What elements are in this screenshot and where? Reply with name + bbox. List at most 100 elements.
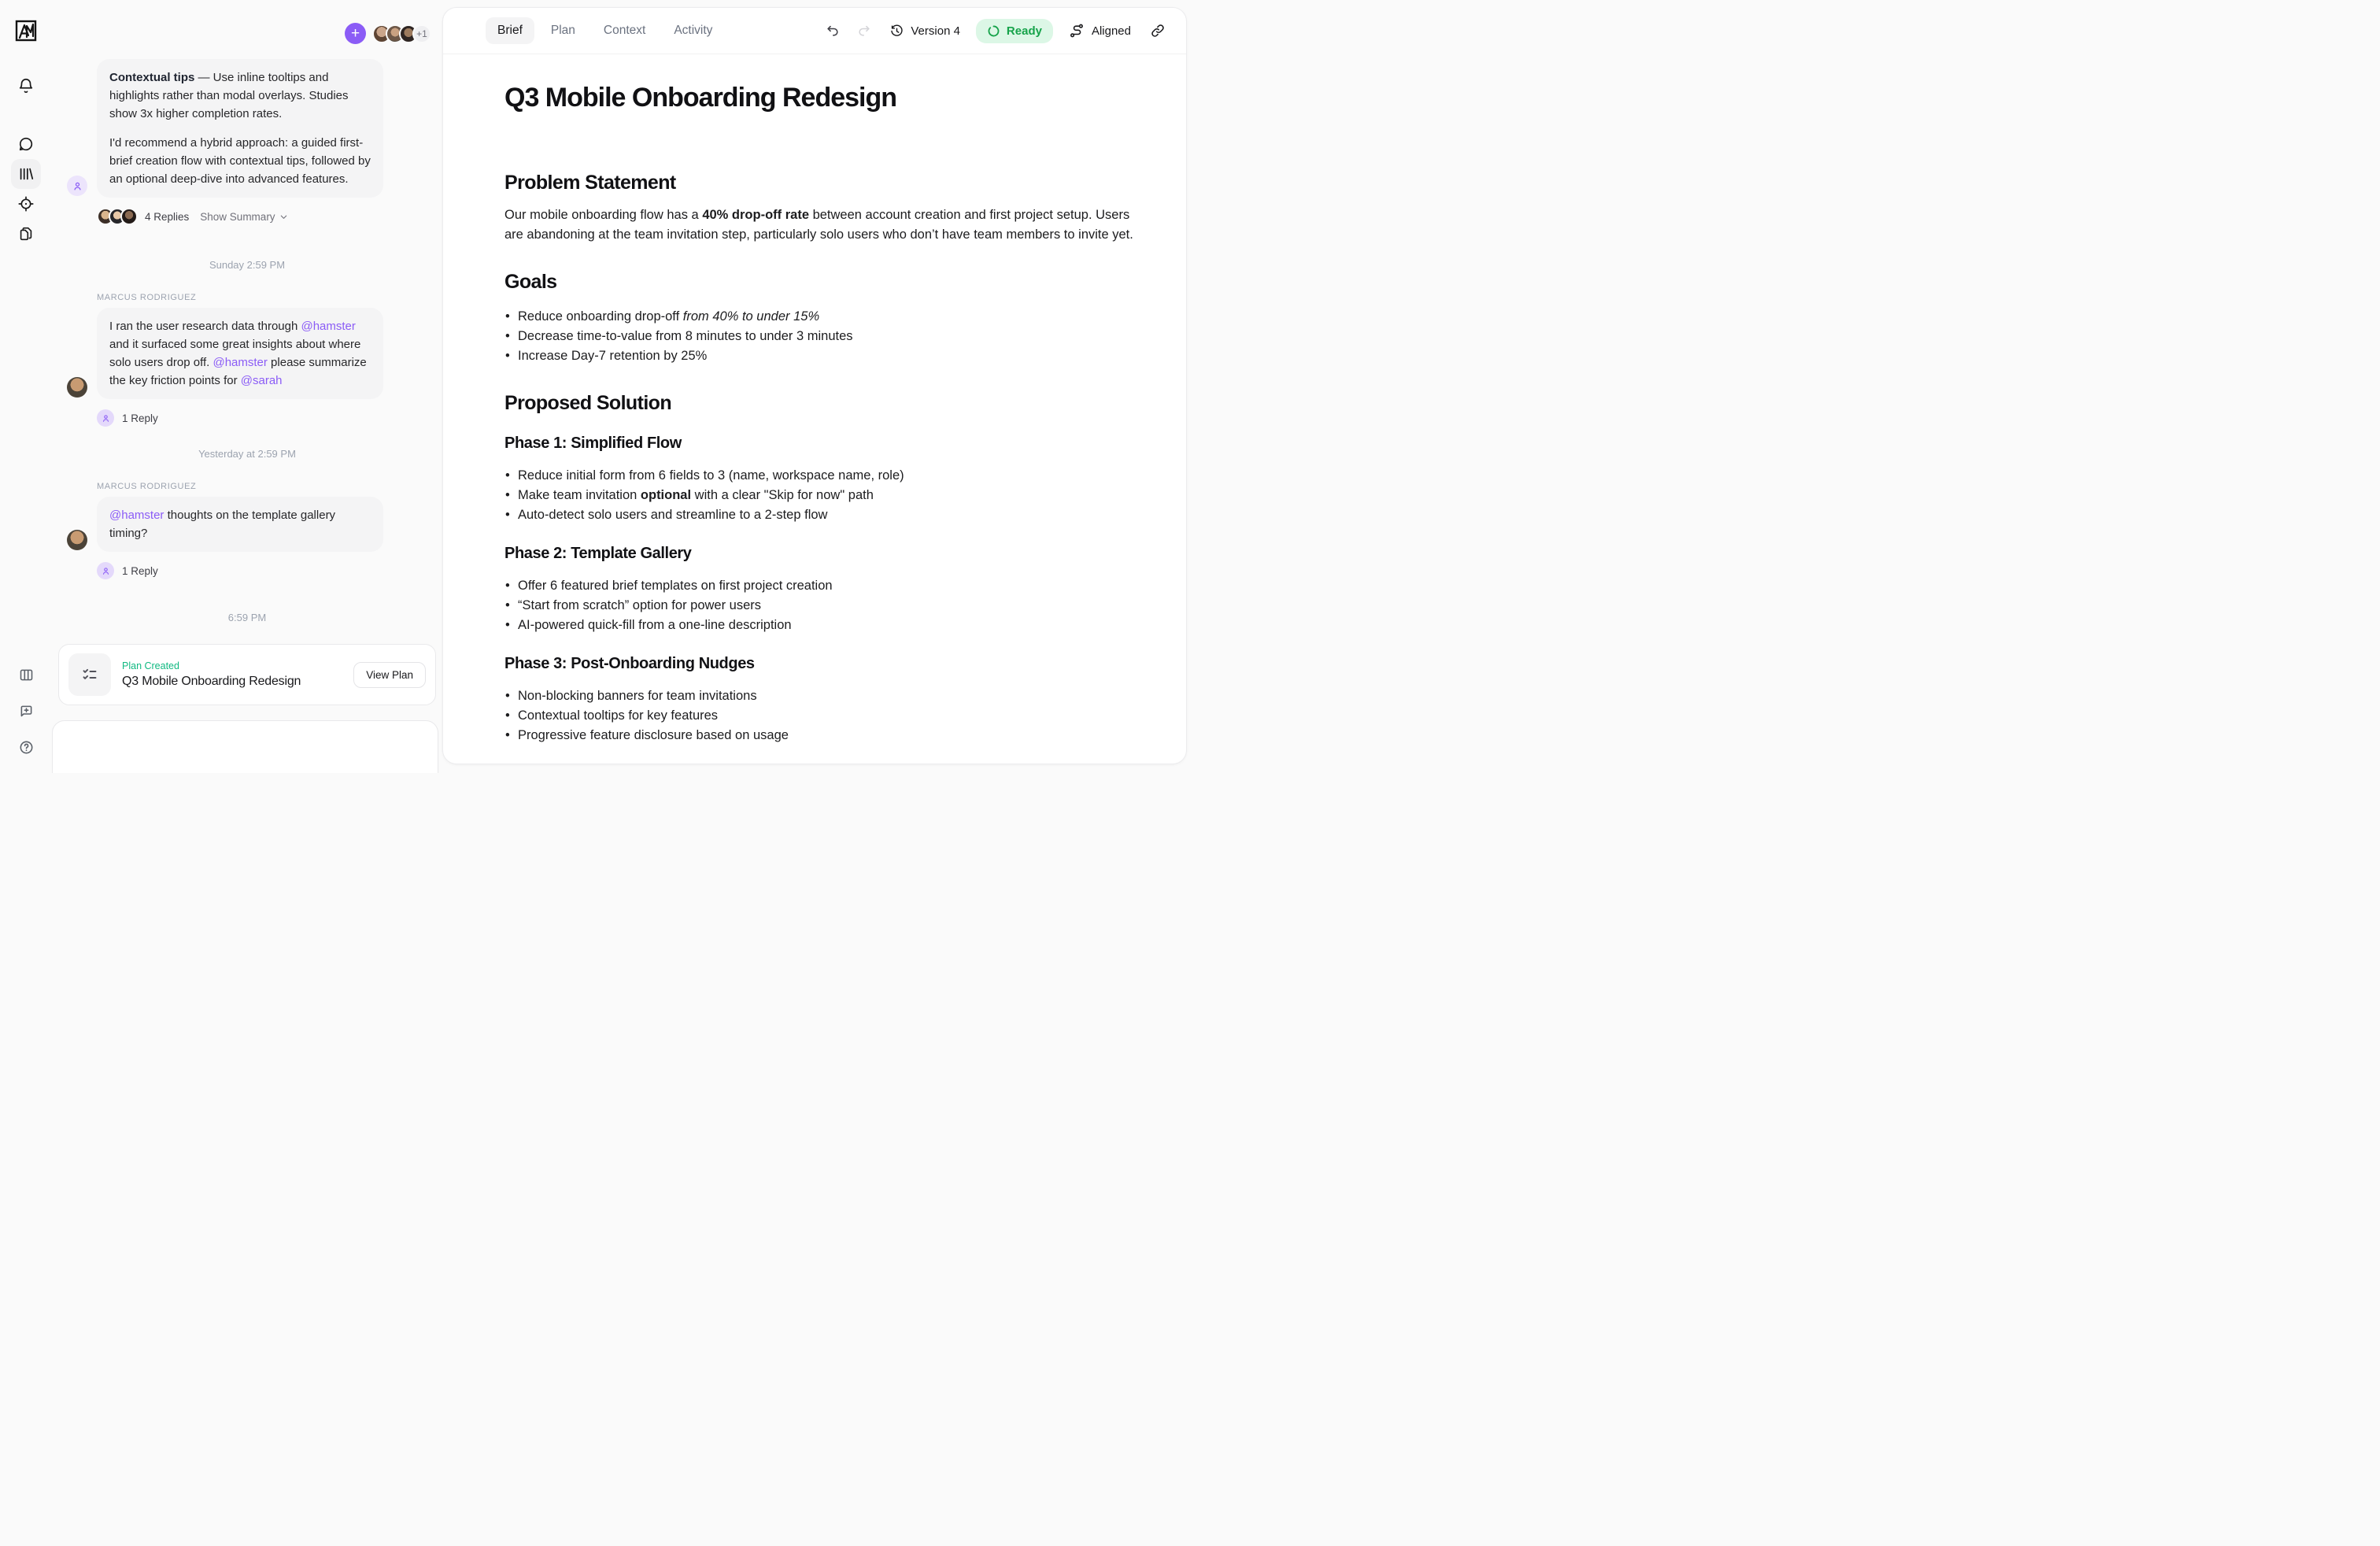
message-row: @hamster thoughts on the template galler… <box>52 497 442 552</box>
chat-bubble-icon <box>19 137 33 151</box>
section-heading: Goals <box>504 271 557 293</box>
redo-icon <box>859 25 870 36</box>
ai-avatar <box>97 562 114 579</box>
bullet-item: “Start from scratch” option for power us… <box>504 596 1142 616</box>
replies-row[interactable]: 1 Reply <box>97 409 442 427</box>
history-icon <box>891 24 903 36</box>
message-composer: + <box>52 720 438 773</box>
notifications-button[interactable] <box>11 71 41 101</box>
aligned-button[interactable]: Aligned <box>1069 23 1131 39</box>
body-paragraph: Our mobile onboarding flow has a 40% dro… <box>504 208 1133 242</box>
section-heading: Phase 1: Simplified Flow <box>504 435 682 452</box>
ai-person-icon <box>73 182 81 190</box>
message-sender-name: MARCUS RODRIGUEZ <box>97 293 197 302</box>
tab-context[interactable]: Context <box>603 24 646 37</box>
ai-avatar <box>97 409 114 427</box>
feedback-button[interactable] <box>11 696 41 726</box>
user-avatar <box>67 530 87 550</box>
bullet-list: Reduce initial form from 6 fields to 3 (… <box>504 466 1148 525</box>
monogram-icon <box>15 20 37 42</box>
message-bubble: I ran the user research data through @ha… <box>97 308 383 399</box>
undo-icon <box>827 25 838 36</box>
user-avatar <box>67 377 87 398</box>
checklist-icon <box>83 668 97 679</box>
replies-row[interactable]: 1 Reply <box>97 562 442 579</box>
plan-status-label: Plan Created <box>122 660 179 671</box>
aligned-label: Aligned <box>1091 24 1131 38</box>
message-bubble: Contextual tips — Use inline tooltips an… <box>97 59 383 198</box>
document-title: Q3 Mobile Onboarding Redesign <box>504 83 897 113</box>
bullet-item: Make team invitation optional with a cle… <box>504 486 1142 505</box>
chat-date-divider: 6:59 PM <box>227 612 267 623</box>
chat-feed: Contextual tips — Use inline tooltips an… <box>52 0 442 773</box>
plan-checklist-tile <box>68 653 111 696</box>
message-paragraph: Contextual tips — Use inline tooltips an… <box>109 71 349 120</box>
show-summary-button[interactable]: Show Summary <box>200 211 287 223</box>
mention[interactable]: @hamster <box>301 320 356 333</box>
crosshair-icon <box>18 196 34 212</box>
mention[interactable]: @hamster <box>213 356 268 369</box>
copy-link-button[interactable] <box>1150 23 1166 39</box>
section-heading: Problem Statement <box>504 172 676 194</box>
message-row: Contextual tips — Use inline tooltips an… <box>52 59 442 198</box>
composer-input[interactable] <box>64 730 427 773</box>
avatar-overflow-count[interactable]: +1 <box>412 24 431 43</box>
chevron-down-icon <box>280 215 286 219</box>
bullet-item: Auto-detect solo users and streamline to… <box>504 505 1142 525</box>
tab-plan[interactable]: Plan <box>550 24 575 37</box>
bullet-item: Reduce onboarding drop-off from 40% to u… <box>504 307 1142 327</box>
chat-date-divider: Yesterday at 2:59 PM <box>198 448 296 460</box>
avatar <box>120 208 138 225</box>
mention[interactable]: @sarah <box>240 374 283 387</box>
redo-button[interactable] <box>856 23 872 39</box>
help-button[interactable] <box>11 732 41 762</box>
target-nav-button[interactable] <box>11 189 41 219</box>
undo-button[interactable] <box>825 23 841 39</box>
message-sender-name: MARCUS RODRIGUEZ <box>97 482 197 491</box>
chat-panel: + +1 Contextual tips — Use inline toolti… <box>52 0 442 773</box>
section-heading: Proposed Solution <box>504 392 672 414</box>
message-bubble: @hamster thoughts on the template galler… <box>97 497 383 552</box>
link-icon <box>1151 24 1164 37</box>
bullet-list: Non-blocking banners for team invitation… <box>504 686 1148 745</box>
panels-toggle-button[interactable] <box>11 660 41 690</box>
spinner-icon <box>988 25 1000 36</box>
files-nav-button[interactable] <box>11 219 41 249</box>
bullet-item: Decrease time-to-value from 8 minutes to… <box>504 327 1142 346</box>
replies-count[interactable]: 1 Reply <box>122 564 158 577</box>
reply-avatars <box>97 208 138 225</box>
bullet-item: Increase Day-7 retention by 25% <box>504 346 1142 366</box>
document-header: Brief Plan Context Activity Version 4 Ready… <box>443 8 1186 54</box>
collaborator-avatars[interactable]: +1 <box>372 24 431 43</box>
bullet-list: Offer 6 featured brief templates on firs… <box>504 576 1148 635</box>
replies-row[interactable]: 4 Replies Show Summary <box>97 208 442 225</box>
add-collaborator-button[interactable]: + <box>345 23 366 44</box>
bullet-item: Progressive feature disclosure based on … <box>504 726 1142 745</box>
columns-icon <box>20 669 32 680</box>
library-nav-button[interactable] <box>11 159 41 189</box>
status-badge[interactable]: Ready <box>975 18 1053 43</box>
bell-icon <box>19 79 33 93</box>
bullet-list: Reduce onboarding drop-off from 40% to u… <box>504 307 1148 366</box>
replies-count[interactable]: 4 Replies <box>145 210 190 223</box>
bullet-item: AI-powered quick-fill from a one-line de… <box>504 616 1142 635</box>
mention[interactable]: @hamster <box>109 509 164 522</box>
section-heading: Phase 3: Post-Onboarding Nudges <box>504 655 755 672</box>
document-actions: Version 4 Ready Aligned <box>825 18 1166 43</box>
ai-avatar <box>67 176 87 196</box>
tab-activity[interactable]: Activity <box>674 24 713 37</box>
chat-nav-button[interactable] <box>11 129 41 159</box>
tab-brief[interactable]: Brief <box>486 17 534 44</box>
library-icon <box>20 168 34 180</box>
ai-person-icon <box>102 567 109 575</box>
chat-date-divider: Sunday 2:59 PM <box>209 259 286 271</box>
view-plan-button[interactable]: View Plan <box>353 661 426 688</box>
version-button[interactable]: Version 4 <box>889 24 960 39</box>
bullet-item: Offer 6 featured brief templates on firs… <box>504 576 1142 596</box>
app-logo[interactable] <box>13 17 39 44</box>
document-body: Q3 Mobile Onboarding Redesign Problem St… <box>443 54 1186 745</box>
document-tabs: Brief Plan Context Activity <box>486 17 724 44</box>
chat-topbar: + +1 <box>345 23 431 44</box>
replies-count[interactable]: 1 Reply <box>122 412 158 424</box>
route-icon <box>1070 24 1083 38</box>
